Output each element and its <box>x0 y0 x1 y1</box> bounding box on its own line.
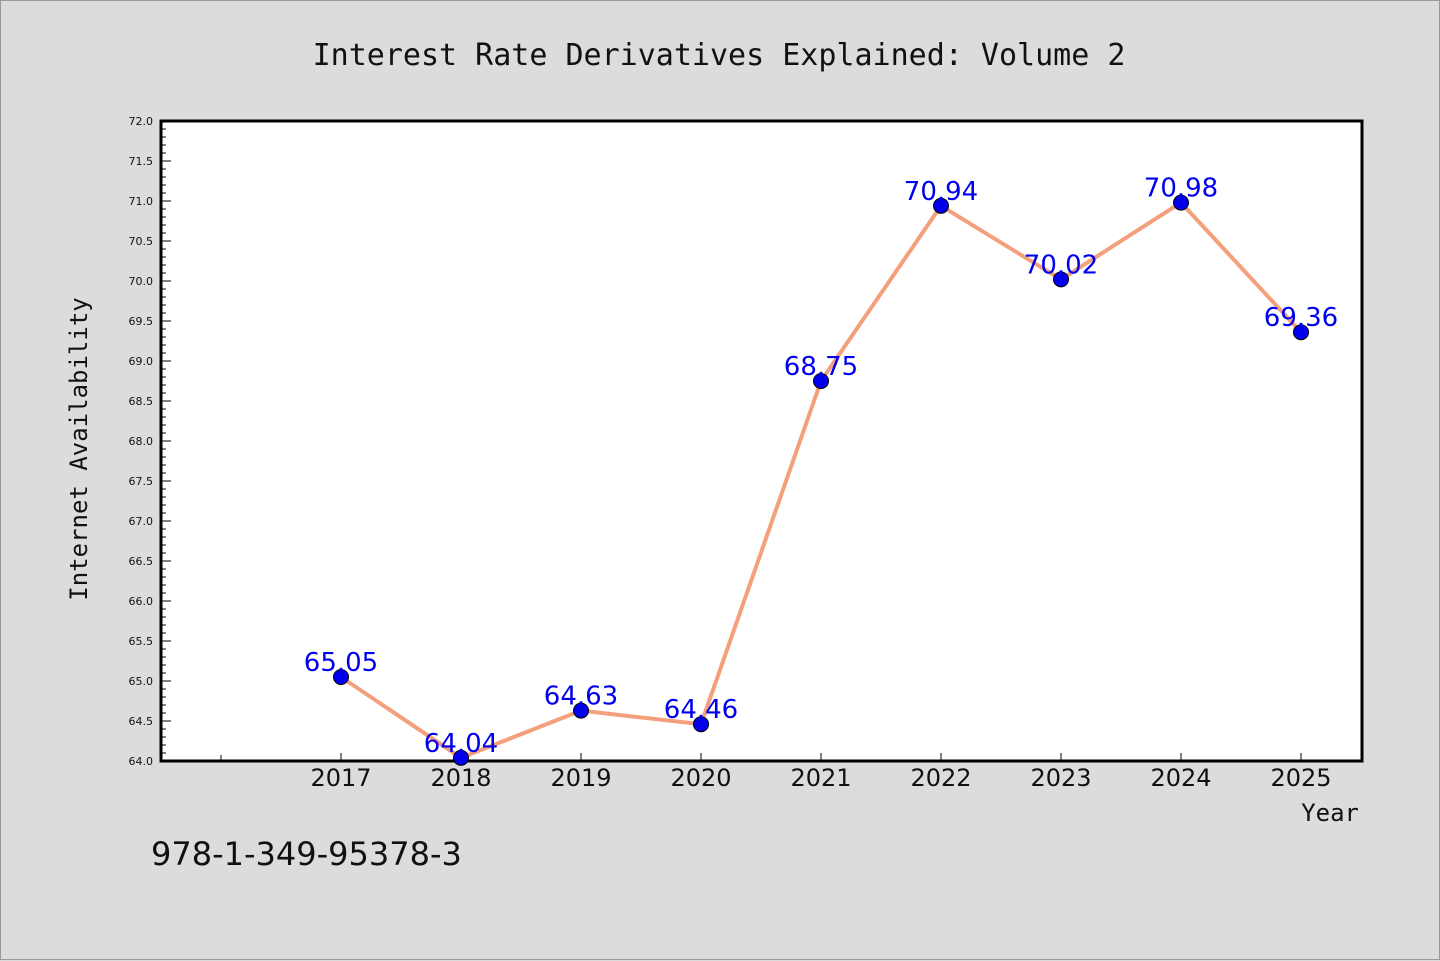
data-label: 70.94 <box>904 177 978 207</box>
data-point <box>813 373 829 389</box>
x-axis-label: Year <box>1301 799 1359 827</box>
y-axis: 64.0 64.5 65.0 65.5 66.0 66.5 67.0 67.5 68.0 68.5… <box>129 115 171 768</box>
data-point <box>1173 194 1189 211</box>
series-points-group <box>333 194 1309 766</box>
x-tick-label: 2017 <box>310 764 371 792</box>
x-tick-label: 2025 <box>1270 764 1331 792</box>
x-tick-label: 2021 <box>790 764 851 792</box>
y-tick-label: 66.5 <box>129 555 154 568</box>
y-tick-label: 65.5 <box>129 635 154 648</box>
data-label: 68.75 <box>784 352 858 382</box>
chart-title: Interest Rate Derivatives Explained: Vol… <box>313 38 1126 73</box>
data-label: 70.98 <box>1144 174 1218 204</box>
y-tick-label: 64.5 <box>129 715 154 728</box>
data-point <box>933 197 949 214</box>
data-label: 70.02 <box>1024 250 1098 280</box>
y-tick-label: 67.5 <box>129 475 154 488</box>
x-tick-label: 2019 <box>550 764 611 792</box>
data-label: 65.05 <box>304 648 378 678</box>
y-tick-label: 64.0 <box>129 755 154 768</box>
data-label: 64.46 <box>664 695 738 725</box>
data-label: 69.36 <box>1264 303 1338 333</box>
y-tick-label: 71.0 <box>129 195 154 208</box>
data-point <box>1053 271 1069 288</box>
data-labels-group: 65.05 64.04 64.63 64.46 68.75 70.94 70.02 70.98… <box>304 174 1338 759</box>
y-tick-label: 69.0 <box>129 355 154 368</box>
data-label: 64.63 <box>544 682 618 712</box>
x-tick-label: 2023 <box>1030 764 1091 792</box>
data-label: 64.04 <box>424 729 498 759</box>
x-tick-label: 2020 <box>670 764 731 792</box>
plot-area <box>159 119 1364 763</box>
y-tick-label: 69.5 <box>129 315 154 328</box>
y-tick-label: 68.5 <box>129 395 154 408</box>
x-tick-label: 2024 <box>1150 764 1211 792</box>
y-tick-label: 71.5 <box>129 155 154 168</box>
data-point <box>1293 324 1309 341</box>
y-tick-label: 72.0 <box>129 115 154 128</box>
y-tick-label: 67.0 <box>129 515 154 528</box>
y-tick-label: 65.0 <box>129 675 154 688</box>
data-point <box>453 749 469 766</box>
x-tick-label: 2022 <box>910 764 971 792</box>
x-axis: 2017 2018 2019 2020 2021 2022 2023 2024 2025 <box>220 753 1332 792</box>
y-tick-label: 70.5 <box>129 235 154 248</box>
data-point <box>573 702 589 719</box>
y-tick-label: 66.0 <box>129 595 154 608</box>
data-point <box>333 669 349 685</box>
x-tick-label: 2018 <box>430 764 491 792</box>
y-axis-label: Internet Availability <box>65 297 93 600</box>
y-tick-label: 68.0 <box>129 435 154 448</box>
isbn-text: 978-1-349-95378-3 <box>151 835 462 873</box>
y-tick-label: 70.0 <box>129 275 154 288</box>
data-point <box>693 716 709 733</box>
